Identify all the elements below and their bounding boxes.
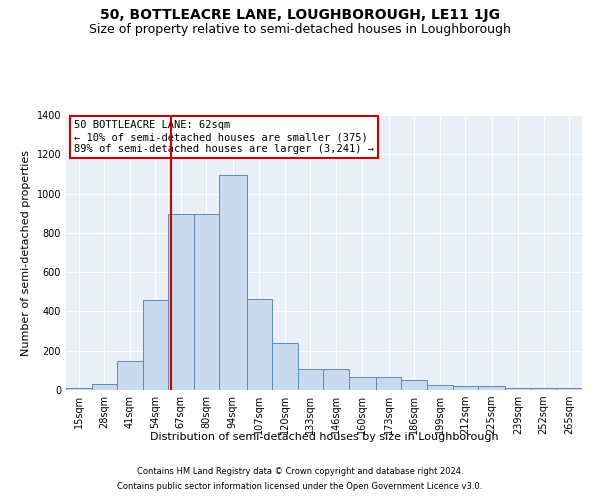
Text: Size of property relative to semi-detached houses in Loughborough: Size of property relative to semi-detach…: [89, 22, 511, 36]
Bar: [168, 214, 194, 390]
Text: 50 BOTTLEACRE LANE: 62sqm
← 10% of semi-detached houses are smaller (375)
89% of: 50 BOTTLEACRE LANE: 62sqm ← 10% of semi-…: [74, 120, 374, 154]
Text: Contains HM Land Registry data © Crown copyright and database right 2024.: Contains HM Land Registry data © Crown c…: [137, 467, 463, 476]
Text: 50, BOTTLEACRE LANE, LOUGHBOROUGH, LE11 1JG: 50, BOTTLEACRE LANE, LOUGHBOROUGH, LE11 …: [100, 8, 500, 22]
Bar: [298, 369, 323, 390]
Text: Contains public sector information licensed under the Open Government Licence v3: Contains public sector information licen…: [118, 482, 482, 491]
Bar: [349, 376, 376, 390]
Bar: [117, 361, 143, 390]
Bar: [531, 388, 556, 390]
Bar: [505, 388, 531, 390]
Bar: [401, 380, 427, 390]
Bar: [478, 386, 505, 390]
Y-axis label: Number of semi-detached properties: Number of semi-detached properties: [21, 150, 31, 356]
Bar: [427, 385, 452, 390]
Bar: [272, 343, 298, 390]
Bar: [323, 369, 349, 390]
Bar: [66, 388, 92, 390]
Bar: [556, 388, 582, 390]
Bar: [219, 175, 247, 390]
Bar: [452, 386, 478, 390]
Bar: [247, 298, 272, 390]
Bar: [92, 384, 117, 390]
Text: Distribution of semi-detached houses by size in Loughborough: Distribution of semi-detached houses by …: [149, 432, 499, 442]
Bar: [194, 214, 219, 390]
Bar: [376, 377, 401, 390]
Bar: [143, 300, 168, 390]
